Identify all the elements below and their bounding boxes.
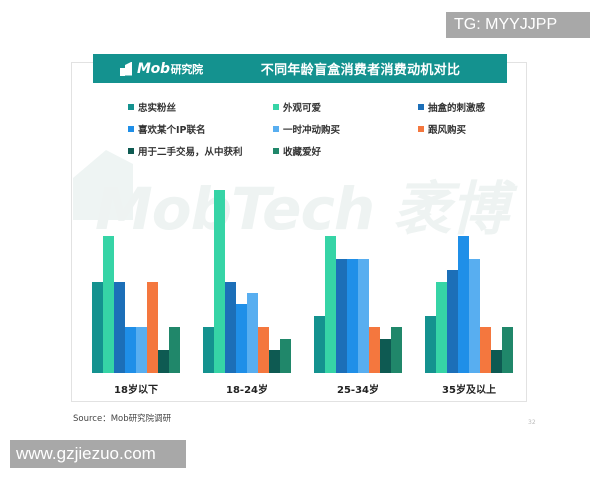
bar xyxy=(502,327,513,373)
bar xyxy=(269,350,280,373)
bar xyxy=(169,327,180,373)
legend-label: 收藏爱好 xyxy=(283,147,322,158)
legend-item: 忠实粉丝 xyxy=(128,100,176,114)
x-axis-label: 18岁以下 xyxy=(114,385,158,396)
bar xyxy=(325,236,336,373)
building-icon xyxy=(120,61,134,76)
bar xyxy=(347,259,358,373)
legend-label: 用于二手交易，从中获利 xyxy=(138,147,243,158)
legend-swatch-icon xyxy=(273,148,279,154)
page-number: 32 xyxy=(528,419,536,426)
x-axis-label: 18-24岁 xyxy=(226,385,268,396)
legend-item: 收藏爱好 xyxy=(273,144,321,158)
bar xyxy=(158,350,169,373)
legend-item: 喜欢某个IP联名 xyxy=(128,122,206,136)
logo-text: Mob xyxy=(137,60,170,77)
mob-logo: Mob 研究院 xyxy=(120,61,203,77)
legend-item: 用于二手交易，从中获利 xyxy=(128,144,243,158)
chart-title: 不同年龄盲盒消费者消费动机对比 xyxy=(260,63,461,78)
legend-swatch-icon xyxy=(128,104,134,110)
bar xyxy=(214,190,225,373)
overlay-url: www.gzjiezuo.com xyxy=(10,440,186,468)
legend-item: 外观可爱 xyxy=(273,100,321,114)
bar xyxy=(391,327,402,373)
legend-label: 跟风购买 xyxy=(428,125,467,136)
legend-swatch-icon xyxy=(418,104,424,110)
bar xyxy=(247,293,258,373)
bar xyxy=(469,259,480,373)
bar xyxy=(436,282,447,373)
bar xyxy=(491,350,502,373)
bar xyxy=(258,327,269,373)
bar xyxy=(314,316,325,373)
legend-label: 外观可爱 xyxy=(283,103,322,114)
bar xyxy=(103,236,114,373)
bar xyxy=(480,327,491,373)
legend-swatch-icon xyxy=(128,126,134,132)
overlay-tag: TG: MYYJJPP xyxy=(446,12,590,38)
bar xyxy=(203,327,214,373)
source-note: Source：Mob研究院调研 xyxy=(73,414,172,424)
bar xyxy=(225,282,236,373)
bar xyxy=(236,304,247,373)
bar xyxy=(380,339,391,373)
logo-cn-text: 研究院 xyxy=(170,62,203,76)
bar xyxy=(369,327,380,373)
bar xyxy=(447,270,458,373)
bar xyxy=(114,282,125,373)
legend-label: 喜欢某个IP联名 xyxy=(138,125,206,136)
x-axis-label: 35岁及以上 xyxy=(442,385,496,396)
bar xyxy=(425,316,436,373)
legend-label: 一时冲动购买 xyxy=(283,125,341,136)
bar xyxy=(92,282,103,373)
bar xyxy=(336,259,347,373)
bar xyxy=(136,327,147,373)
chart-header: Mob 研究院 不同年龄盲盒消费者消费动机对比 xyxy=(93,54,507,83)
legend-swatch-icon xyxy=(273,126,279,132)
bar xyxy=(458,236,469,373)
legend-label: 忠实粉丝 xyxy=(138,103,177,114)
x-axis-label: 25-34岁 xyxy=(337,385,379,396)
bar xyxy=(125,327,136,373)
bar xyxy=(280,339,291,373)
legend-swatch-icon xyxy=(418,126,424,132)
legend-swatch-icon xyxy=(273,104,279,110)
legend-item: 抽盒的刺激感 xyxy=(418,100,485,114)
bar xyxy=(147,282,158,373)
legend-swatch-icon xyxy=(128,148,134,154)
legend-item: 一时冲动购买 xyxy=(273,122,340,136)
legend-item: 跟风购买 xyxy=(418,122,466,136)
bar xyxy=(358,259,369,373)
legend-label: 抽盒的刺激感 xyxy=(428,103,486,114)
